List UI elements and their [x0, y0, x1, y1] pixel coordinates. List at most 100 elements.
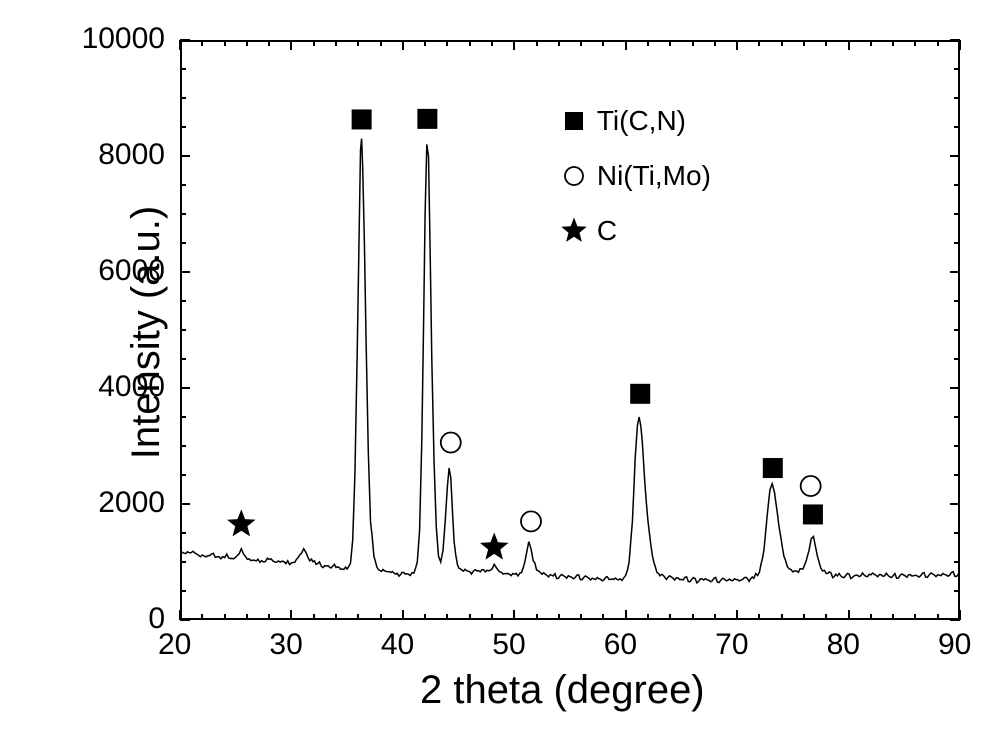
axis-tick	[954, 532, 960, 534]
axis-tick	[180, 532, 186, 534]
axis-tick	[313, 40, 315, 46]
legend-entry: C	[559, 215, 617, 247]
marker-open-circle-icon	[521, 511, 541, 531]
axis-tick	[647, 40, 649, 46]
axis-tick	[224, 40, 226, 46]
axis-tick	[825, 614, 827, 620]
axis-tick	[781, 40, 783, 46]
axis-tick	[246, 614, 248, 620]
axis-tick	[180, 387, 190, 389]
axis-tick	[580, 40, 582, 46]
marker-filled-square-icon	[803, 504, 823, 524]
axis-tick	[446, 40, 448, 46]
axis-tick	[224, 614, 226, 620]
axis-tick	[825, 40, 827, 46]
axis-tick	[513, 610, 515, 620]
axis-tick	[180, 329, 186, 331]
xrd-trace	[180, 139, 960, 583]
axis-tick	[954, 213, 960, 215]
axis-tick	[180, 358, 186, 360]
axis-tick	[669, 614, 671, 620]
axis-tick	[950, 155, 960, 157]
axis-tick	[803, 40, 805, 46]
axis-tick	[491, 614, 493, 620]
axis-tick	[954, 242, 960, 244]
marker-open-circle-icon	[565, 167, 583, 185]
legend-marker-icon	[559, 216, 589, 246]
axis-tick	[380, 40, 382, 46]
marker-open-circle-icon	[441, 433, 461, 453]
axis-tick	[402, 40, 404, 50]
axis-tick	[558, 614, 560, 620]
axis-tick	[950, 503, 960, 505]
x-tick-label: 70	[715, 628, 748, 662]
axis-tick	[357, 614, 359, 620]
axis-tick	[602, 40, 604, 46]
axis-tick	[335, 40, 337, 46]
axis-tick	[201, 614, 203, 620]
axis-tick	[758, 40, 760, 46]
marker-filled-star-icon	[561, 218, 587, 242]
y-tick-label: 8000	[65, 138, 165, 172]
axis-tick	[424, 40, 426, 46]
axis-tick	[937, 40, 939, 46]
axis-tick	[954, 445, 960, 447]
axis-tick	[950, 39, 960, 41]
axis-tick	[180, 271, 190, 273]
axis-tick	[180, 242, 186, 244]
legend-label: C	[597, 215, 617, 247]
axis-tick	[692, 614, 694, 620]
axis-tick	[558, 40, 560, 46]
y-tick-label: 10000	[65, 22, 165, 56]
axis-tick	[380, 614, 382, 620]
axis-tick	[536, 40, 538, 46]
axis-tick	[580, 614, 582, 620]
axis-tick	[736, 610, 738, 620]
axis-tick	[954, 358, 960, 360]
axis-tick	[848, 40, 850, 50]
axis-tick	[180, 155, 190, 157]
axis-tick	[180, 126, 186, 128]
axis-tick	[180, 561, 186, 563]
axis-tick	[954, 68, 960, 70]
axis-tick	[246, 40, 248, 46]
axis-tick	[424, 614, 426, 620]
legend-label: Ti(C,N)	[597, 105, 686, 137]
axis-tick	[714, 40, 716, 46]
axis-tick	[446, 614, 448, 620]
axis-tick	[469, 614, 471, 620]
axis-tick	[180, 416, 186, 418]
marker-filled-square-icon	[417, 109, 437, 129]
axis-tick	[335, 614, 337, 620]
axis-tick	[892, 40, 894, 46]
axis-tick	[313, 614, 315, 620]
marker-filled-square-icon	[565, 112, 583, 130]
axis-tick	[954, 329, 960, 331]
axis-tick	[692, 40, 694, 46]
axis-tick	[914, 614, 916, 620]
marker-filled-square-icon	[763, 458, 783, 478]
axis-tick	[290, 40, 292, 50]
x-tick-label: 90	[938, 628, 971, 662]
axis-tick	[954, 300, 960, 302]
axis-tick	[357, 40, 359, 46]
axis-tick	[954, 590, 960, 592]
axis-tick	[736, 40, 738, 50]
x-tick-label: 60	[604, 628, 637, 662]
axis-tick	[954, 97, 960, 99]
axis-tick	[536, 614, 538, 620]
axis-tick	[180, 68, 186, 70]
axis-tick	[954, 416, 960, 418]
axis-tick	[954, 126, 960, 128]
axis-tick	[914, 40, 916, 46]
axis-tick	[954, 474, 960, 476]
axis-tick	[180, 39, 190, 41]
x-tick-label: 30	[269, 628, 302, 662]
marker-filled-star-icon	[227, 509, 256, 536]
axis-tick	[954, 561, 960, 563]
y-tick-label: 0	[65, 602, 165, 636]
axis-tick	[892, 614, 894, 620]
axis-tick	[647, 614, 649, 620]
axis-tick	[201, 40, 203, 46]
legend-entry: Ti(C,N)	[559, 105, 686, 137]
